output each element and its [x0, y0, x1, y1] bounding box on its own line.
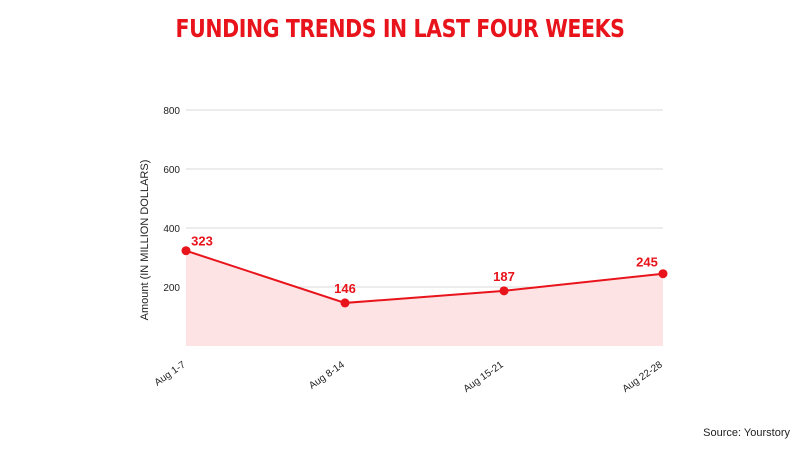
data-point	[658, 269, 668, 279]
x-axis-ticks: Aug 1-7 Aug 8-14 Aug 15-21 Aug 22-28	[153, 359, 665, 395]
x-tick-label: Aug 22-28	[621, 359, 665, 395]
y-tick-label: 400	[163, 224, 180, 235]
data-points: 323 146 187 245	[181, 234, 668, 308]
data-label: 187	[493, 269, 515, 284]
y-axis-label: Amount (IN MILLION DOLLARS)	[139, 160, 151, 321]
y-tick-label: 600	[163, 165, 180, 176]
y-axis-ticks: 200 400 600 800	[163, 106, 180, 294]
data-label: 323	[191, 234, 213, 249]
y-tick-label: 800	[163, 106, 180, 117]
data-label: 245	[636, 255, 658, 270]
x-tick-label: Aug 1-7	[153, 359, 188, 388]
series-line	[185, 249, 664, 304]
series-area	[186, 250, 663, 346]
grid-lines	[186, 109, 663, 288]
data-label: 146	[334, 281, 356, 296]
data-point	[340, 298, 350, 308]
source-note: Source: Yourstory	[703, 427, 790, 439]
x-tick-label: Aug 15-21	[462, 359, 506, 395]
chart-title: FUNDING TRENDS IN LAST FOUR WEEKS	[175, 14, 625, 43]
x-tick-label: Aug 8-14	[307, 359, 347, 392]
y-tick-label: 200	[163, 283, 180, 294]
data-point	[181, 246, 191, 256]
data-point	[499, 286, 509, 296]
